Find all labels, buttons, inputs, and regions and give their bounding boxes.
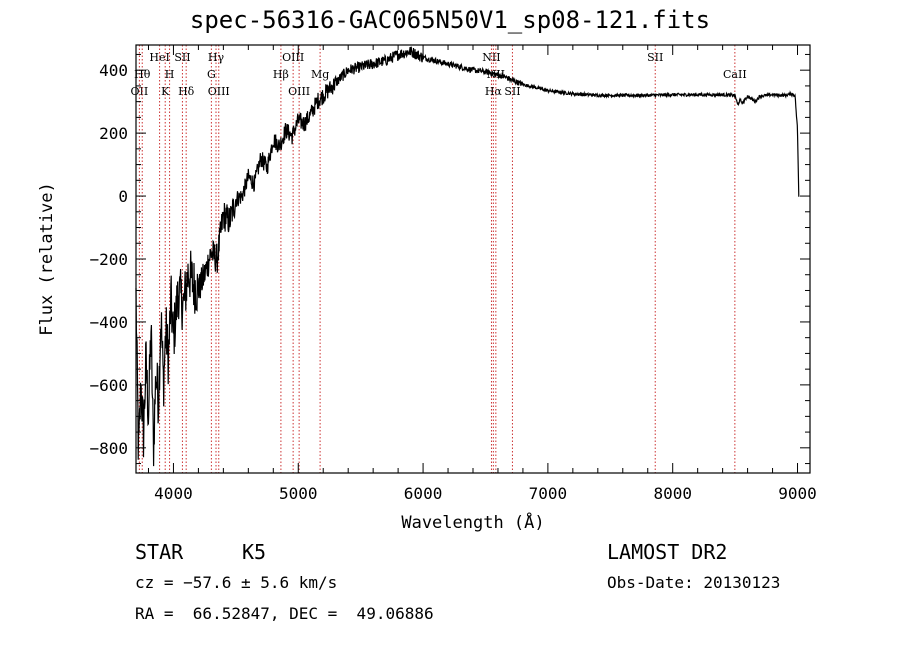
- x-tick-label: 9000: [778, 484, 817, 503]
- line-marker-label: SII: [174, 51, 190, 64]
- survey-name: LAMOST DR2: [607, 540, 728, 564]
- y-axis-label: Flux (relative): [37, 182, 57, 336]
- x-axis-ticks: 4000 5000 6000 7000 8000 9000: [147, 45, 817, 503]
- x-tick-label: 4000: [154, 484, 193, 503]
- page-title: spec-56316-GAC065N50V1_sp08-121.fits: [189, 6, 711, 34]
- line-markers: OIIHθHeIKHSIIHδGHγOIIIHβOIIIOIIIMgNIIHαN…: [131, 45, 747, 473]
- line-marker-label: Hα: [485, 85, 503, 98]
- redshift-readout: cz = −57.6 ± 5.6 km/s: [135, 573, 338, 592]
- line-marker-label: CaII: [723, 68, 747, 81]
- y-axis-ticks: 400 200 0 −200 −400 −600 −800: [89, 53, 810, 465]
- object-subclass: K5: [242, 540, 267, 564]
- x-tick-label: 8000: [653, 484, 692, 503]
- line-marker-label: Hγ: [208, 51, 225, 64]
- plot-frame: [135, 44, 811, 474]
- x-tick-label: 7000: [529, 484, 568, 503]
- line-marker-label: Hβ: [273, 68, 289, 81]
- y-tick-label: 400: [99, 61, 128, 80]
- line-marker-label: K: [161, 85, 170, 98]
- line-marker-label: OIII: [208, 85, 230, 98]
- y-tick-label: −200: [89, 250, 128, 269]
- line-marker-label: OIII: [288, 85, 310, 98]
- y-tick-label: 200: [99, 124, 128, 143]
- x-axis-label: Wavelength (Å): [401, 511, 544, 533]
- spectrum-line: [135, 46, 800, 467]
- x-tick-label: 6000: [404, 484, 443, 503]
- line-marker-label: Mg: [311, 68, 329, 81]
- y-tick-label: −400: [89, 313, 128, 332]
- y-tick-label: −600: [89, 376, 128, 395]
- line-marker-label: G: [207, 68, 216, 81]
- line-marker-label: HeI: [149, 51, 169, 64]
- line-marker-label: OII: [131, 85, 149, 98]
- object-class: STAR: [135, 540, 184, 564]
- line-marker-label: Hθ: [134, 68, 151, 81]
- line-marker-label: NII: [482, 51, 500, 64]
- line-marker-label: H: [165, 68, 175, 81]
- y-tick-label: −800: [89, 439, 128, 458]
- observation-date: Obs-Date: 20130123: [607, 573, 781, 592]
- line-marker-label: OIII: [282, 51, 304, 64]
- y-tick-label: 0: [118, 187, 128, 206]
- coordinates-readout: RA = 66.52847, DEC = 49.06886: [135, 604, 434, 623]
- line-marker-label: SII: [504, 85, 520, 98]
- line-marker-label: Hδ: [178, 85, 195, 98]
- x-tick-label: 5000: [279, 484, 318, 503]
- line-marker-label: SII: [647, 51, 663, 64]
